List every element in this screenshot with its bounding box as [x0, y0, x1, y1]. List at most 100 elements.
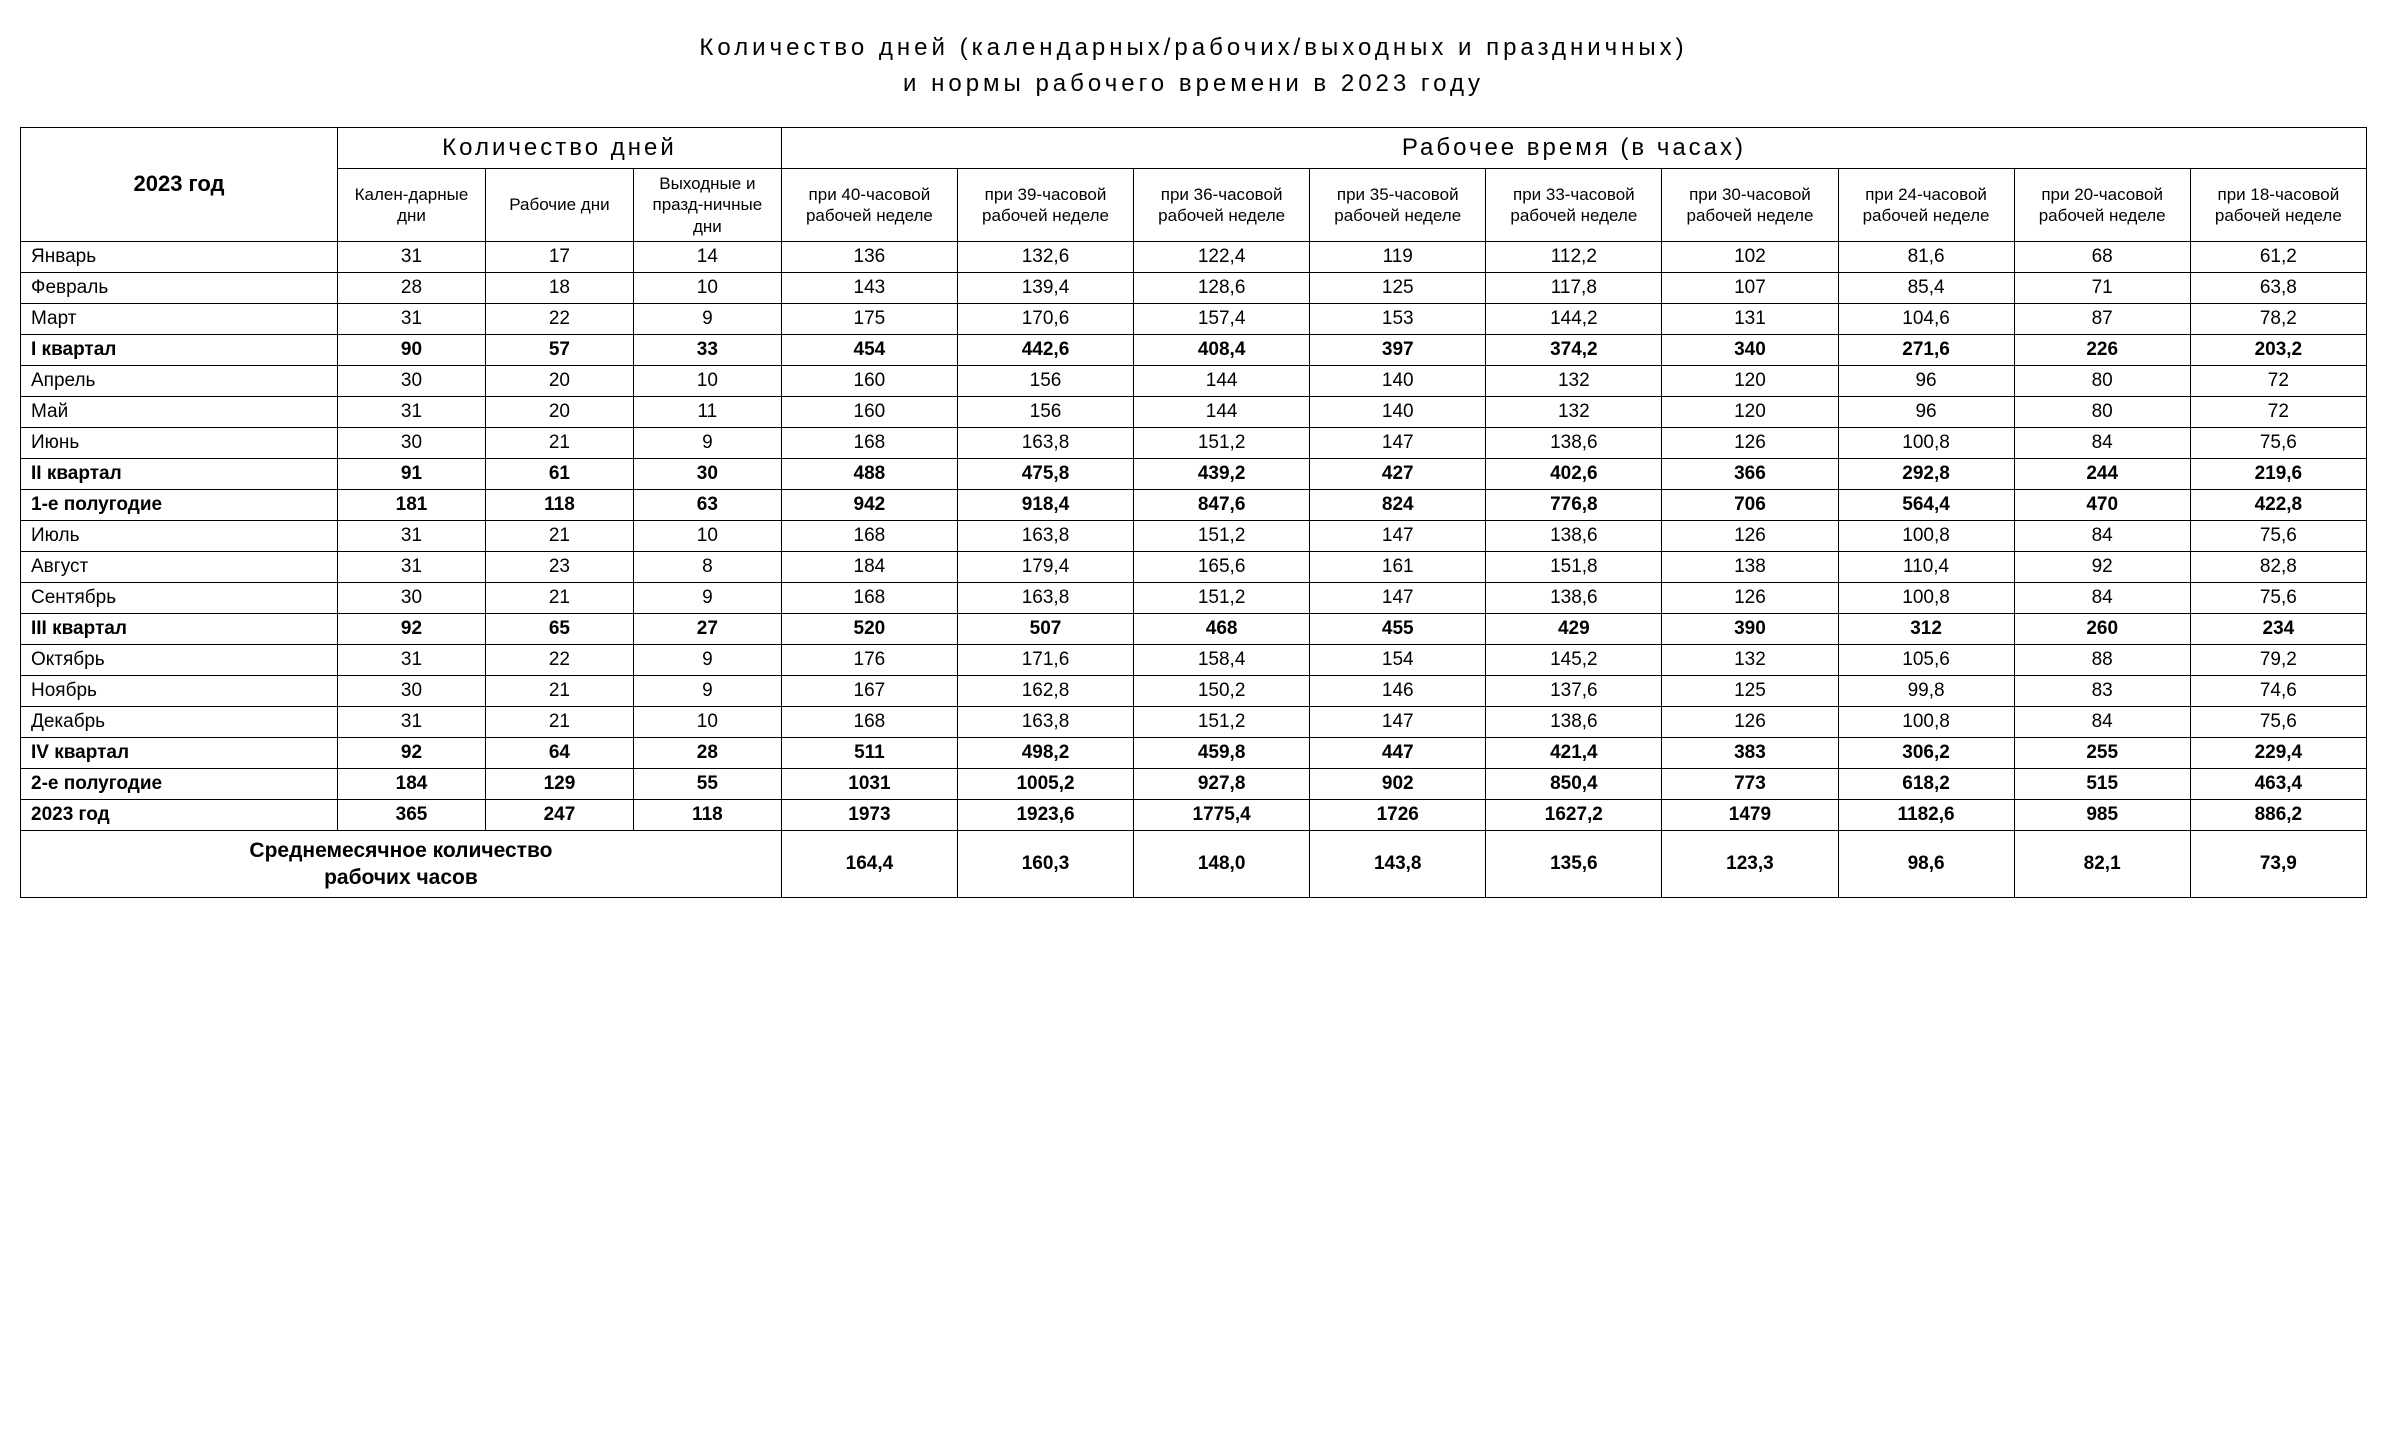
- cell: 1479: [1662, 799, 1838, 830]
- cell: 226: [2014, 334, 2190, 365]
- cell: 168: [781, 582, 957, 613]
- cell: 31: [338, 396, 486, 427]
- cell: 520: [781, 613, 957, 644]
- cell: 118: [485, 489, 633, 520]
- cell: 422,8: [2190, 489, 2366, 520]
- cell: 247: [485, 799, 633, 830]
- average-cell: 123,3: [1662, 830, 1838, 898]
- cell: 21: [485, 675, 633, 706]
- cell: 88: [2014, 644, 2190, 675]
- cell: 75,6: [2190, 427, 2366, 458]
- row-label: Январь: [21, 241, 338, 272]
- title-line-1: Количество дней (календарных/рабочих/вых…: [699, 34, 1687, 61]
- cell: 927,8: [1134, 768, 1310, 799]
- cell: 10: [633, 365, 781, 396]
- table-row: Март31229175170,6157,4153144,2131104,687…: [21, 303, 2367, 334]
- cell: 11: [633, 396, 781, 427]
- cell: 511: [781, 737, 957, 768]
- cell: 31: [338, 644, 486, 675]
- table-row: 2-е полугодие1841295510311005,2927,89028…: [21, 768, 2367, 799]
- cell: 96: [1838, 396, 2014, 427]
- cell: 138,6: [1486, 520, 1662, 551]
- sub-header-row: Кален-дарные дни Рабочие дни Выходные и …: [21, 169, 2367, 242]
- table-body: Январь311714136132,6122,4119112,210281,6…: [21, 241, 2367, 898]
- cell: 10: [633, 520, 781, 551]
- cell: 128,6: [1134, 272, 1310, 303]
- table-row: III квартал92652752050746845542939031226…: [21, 613, 2367, 644]
- cell: 498,2: [957, 737, 1133, 768]
- cell: 408,4: [1134, 334, 1310, 365]
- cell: 118: [633, 799, 781, 830]
- cell: 126: [1662, 706, 1838, 737]
- cell: 312: [1838, 613, 2014, 644]
- cell: 421,4: [1486, 737, 1662, 768]
- cell: 151,8: [1486, 551, 1662, 582]
- table-row: Апрель302010160156144140132120968072: [21, 365, 2367, 396]
- cell: 902: [1310, 768, 1486, 799]
- cell: 886,2: [2190, 799, 2366, 830]
- cell: 161: [1310, 551, 1486, 582]
- cell: 160: [781, 365, 957, 396]
- table-row: II квартал916130488475,8439,2427402,6366…: [21, 458, 2367, 489]
- table-row: Февраль281810143139,4128,6125117,810785,…: [21, 272, 2367, 303]
- cell: 850,4: [1486, 768, 1662, 799]
- cell: 168: [781, 520, 957, 551]
- cell: 234: [2190, 613, 2366, 644]
- cell: 147: [1310, 706, 1486, 737]
- cell: 184: [781, 551, 957, 582]
- cell: 122,4: [1134, 241, 1310, 272]
- cell: 176: [781, 644, 957, 675]
- cell: 100,8: [1838, 706, 2014, 737]
- cell: 773: [1662, 768, 1838, 799]
- col-calendar-days: Кален-дарные дни: [338, 169, 486, 242]
- cell: 100,8: [1838, 582, 2014, 613]
- cell: 75,6: [2190, 582, 2366, 613]
- row-label: 2-е полугодие: [21, 768, 338, 799]
- cell: 57: [485, 334, 633, 365]
- average-cell: 135,6: [1486, 830, 1662, 898]
- cell: 80: [2014, 365, 2190, 396]
- cell: 61,2: [2190, 241, 2366, 272]
- cell: 129: [485, 768, 633, 799]
- cell: 163,8: [957, 427, 1133, 458]
- cell: 107: [1662, 272, 1838, 303]
- cell: 1005,2: [957, 768, 1133, 799]
- cell: 84: [2014, 427, 2190, 458]
- cell: 942: [781, 489, 957, 520]
- avg-label-line-2: рабочих часов: [324, 866, 478, 889]
- cell: 171,6: [957, 644, 1133, 675]
- cell: 132: [1486, 365, 1662, 396]
- cell: 87: [2014, 303, 2190, 334]
- cell: 9: [633, 675, 781, 706]
- cell: 71: [2014, 272, 2190, 303]
- cell: 30: [338, 675, 486, 706]
- cell: 20: [485, 396, 633, 427]
- row-label: Декабрь: [21, 706, 338, 737]
- cell: 21: [485, 706, 633, 737]
- table-row: Декабрь312110168163,8151,2147138,6126100…: [21, 706, 2367, 737]
- cell: 119: [1310, 241, 1486, 272]
- cell: 74,6: [2190, 675, 2366, 706]
- cell: 85,4: [1838, 272, 2014, 303]
- cell: 260: [2014, 613, 2190, 644]
- cell: 156: [957, 365, 1133, 396]
- calendar-table: 2023 год Количество дней Рабочее время (…: [20, 127, 2367, 898]
- cell: 1973: [781, 799, 957, 830]
- cell: 145,2: [1486, 644, 1662, 675]
- cell: 144: [1134, 365, 1310, 396]
- row-label: 2023 год: [21, 799, 338, 830]
- cell: 68: [2014, 241, 2190, 272]
- col-33h: при 33-часовой рабочей неделе: [1486, 169, 1662, 242]
- cell: 22: [485, 644, 633, 675]
- cell: 1182,6: [1838, 799, 2014, 830]
- cell: 776,8: [1486, 489, 1662, 520]
- cell: 255: [2014, 737, 2190, 768]
- cell: 181: [338, 489, 486, 520]
- table-row: I квартал905733454442,6408,4397374,23402…: [21, 334, 2367, 365]
- cell: 292,8: [1838, 458, 2014, 489]
- cell: 31: [338, 551, 486, 582]
- average-label: Среднемесячное количество рабочих часов: [21, 830, 782, 898]
- avg-label-line-1: Среднемесячное количество: [249, 839, 552, 862]
- cell: 90: [338, 334, 486, 365]
- row-label: Октябрь: [21, 644, 338, 675]
